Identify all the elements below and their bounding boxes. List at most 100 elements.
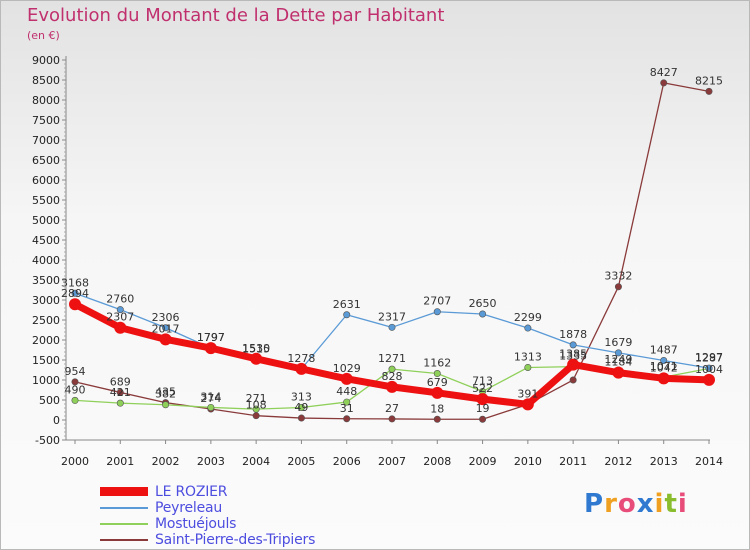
data-point bbox=[705, 87, 713, 95]
data-label: 2017 bbox=[152, 322, 180, 335]
y-tick-label: 6000 bbox=[32, 174, 60, 187]
data-point bbox=[660, 357, 668, 365]
y-tick-label: 0 bbox=[53, 414, 60, 427]
y-tick-label: 1500 bbox=[32, 354, 60, 367]
data-label: 1385 bbox=[559, 348, 587, 361]
data-point bbox=[162, 324, 170, 332]
x-tick-label: 2012 bbox=[604, 455, 632, 468]
y-tick-label: 2500 bbox=[32, 314, 60, 327]
logo-letter: t bbox=[664, 489, 678, 519]
y-tick-label: 1000 bbox=[32, 374, 60, 387]
y-tick-label: 8000 bbox=[32, 94, 60, 107]
data-label: 2631 bbox=[333, 298, 361, 311]
data-label: 3332 bbox=[604, 270, 632, 283]
data-label: 1004 bbox=[695, 363, 723, 376]
data-label: 2650 bbox=[469, 297, 497, 310]
axes: -500 0 500 1000 1500 2000 2500 3000 3500 4000 4500… bbox=[32, 54, 723, 468]
data-point bbox=[71, 396, 79, 404]
data-label: 1071 bbox=[650, 360, 678, 373]
x-tick-label: 2003 bbox=[197, 455, 225, 468]
y-tick-label: 4500 bbox=[32, 234, 60, 247]
data-point bbox=[159, 333, 172, 346]
y-tick-label: 8500 bbox=[32, 74, 60, 87]
data-label: 1042 bbox=[650, 361, 678, 374]
data-label: 1797 bbox=[197, 331, 225, 344]
x-tick-label: 2009 bbox=[469, 455, 497, 468]
logo-letter: i bbox=[677, 489, 688, 519]
data-label: 19 bbox=[476, 402, 490, 415]
data-label: 421 bbox=[110, 386, 131, 399]
data-label: 3168 bbox=[61, 276, 89, 289]
data-label: 1335 bbox=[559, 350, 587, 363]
data-label: 1797 bbox=[197, 331, 225, 344]
data-point bbox=[388, 415, 396, 423]
data-label: 8215 bbox=[695, 74, 723, 87]
data-point bbox=[114, 321, 127, 334]
data-label: 435 bbox=[155, 386, 176, 399]
y-tick-label: 3500 bbox=[32, 274, 60, 287]
data-label: 1878 bbox=[559, 328, 587, 341]
data-point bbox=[476, 393, 489, 406]
data-label: 108 bbox=[246, 399, 267, 412]
data-label: 828 bbox=[382, 370, 403, 383]
y-tick-label: 4000 bbox=[32, 254, 60, 267]
data-label: 27 bbox=[385, 402, 399, 415]
data-point bbox=[479, 415, 487, 423]
chart-subtitle: (en €) bbox=[27, 29, 60, 42]
data-point bbox=[116, 399, 124, 407]
series-points bbox=[69, 79, 715, 423]
data-label: 689 bbox=[110, 375, 131, 388]
data-label: 49 bbox=[294, 401, 308, 414]
y-tick-label: 7000 bbox=[32, 134, 60, 147]
data-label: 1515 bbox=[242, 342, 270, 355]
data-label: 1530 bbox=[242, 342, 270, 355]
data-point bbox=[612, 366, 625, 379]
data-label: 1184 bbox=[604, 356, 632, 369]
legend-label: LE ROZIER bbox=[155, 484, 228, 500]
y-tick-label: -500 bbox=[35, 434, 60, 447]
x-tick-label: 2001 bbox=[106, 455, 134, 468]
data-point bbox=[69, 298, 81, 311]
data-point bbox=[433, 370, 441, 378]
data-point bbox=[433, 308, 441, 316]
y-tick-label: 9000 bbox=[32, 54, 60, 67]
y-tick-label: 6500 bbox=[32, 154, 60, 167]
y-tick-label: 500 bbox=[39, 394, 60, 407]
chart-title: Evolution du Montant de la Dette par Hab… bbox=[27, 5, 445, 26]
x-tick-label: 2005 bbox=[287, 455, 315, 468]
logo-letter: P bbox=[584, 489, 605, 519]
data-point bbox=[71, 289, 79, 297]
data-point bbox=[388, 323, 396, 331]
logo-letter: i bbox=[654, 489, 665, 519]
data-point bbox=[252, 412, 260, 420]
data-point bbox=[479, 310, 487, 318]
data-point bbox=[343, 415, 351, 423]
data-point bbox=[297, 403, 305, 411]
y-tick-label: 5500 bbox=[32, 194, 60, 207]
data-point bbox=[703, 373, 715, 386]
data-label: 2307 bbox=[106, 311, 134, 324]
data-point bbox=[340, 372, 353, 385]
data-label: 448 bbox=[336, 385, 357, 398]
data-label: 490 bbox=[65, 383, 86, 396]
logo-letter: o bbox=[617, 489, 637, 519]
data-label: 8427 bbox=[650, 66, 678, 79]
data-label: 2306 bbox=[152, 311, 180, 324]
data-label: 679 bbox=[427, 376, 448, 389]
x-tick-label: 2000 bbox=[61, 455, 89, 468]
data-labels: 2894 2307 2017 1797 1530 1278 1029 828 679 522 391… bbox=[61, 66, 723, 415]
x-tick-label: 2007 bbox=[378, 455, 406, 468]
data-point bbox=[116, 388, 124, 396]
data-point bbox=[569, 376, 577, 384]
proxiti-logo: Proxiti bbox=[584, 489, 688, 519]
data-point bbox=[343, 311, 351, 319]
data-point bbox=[431, 386, 444, 399]
data-label: 713 bbox=[472, 374, 493, 387]
data-label: 1162 bbox=[423, 357, 451, 370]
data-point bbox=[657, 372, 670, 385]
data-label: 313 bbox=[291, 390, 312, 403]
data-label: 391 bbox=[517, 387, 538, 400]
data-label: 1297 bbox=[695, 351, 723, 364]
data-label: 1487 bbox=[650, 344, 678, 357]
x-tick-label: 2010 bbox=[514, 455, 542, 468]
